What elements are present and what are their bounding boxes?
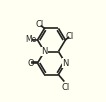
Text: Me: Me: [25, 35, 36, 44]
Text: O: O: [27, 59, 34, 68]
Text: Cl: Cl: [66, 32, 74, 41]
Text: N: N: [41, 47, 48, 56]
Text: Cl: Cl: [36, 20, 44, 29]
Text: Cl: Cl: [62, 84, 70, 93]
Text: N: N: [62, 59, 69, 68]
